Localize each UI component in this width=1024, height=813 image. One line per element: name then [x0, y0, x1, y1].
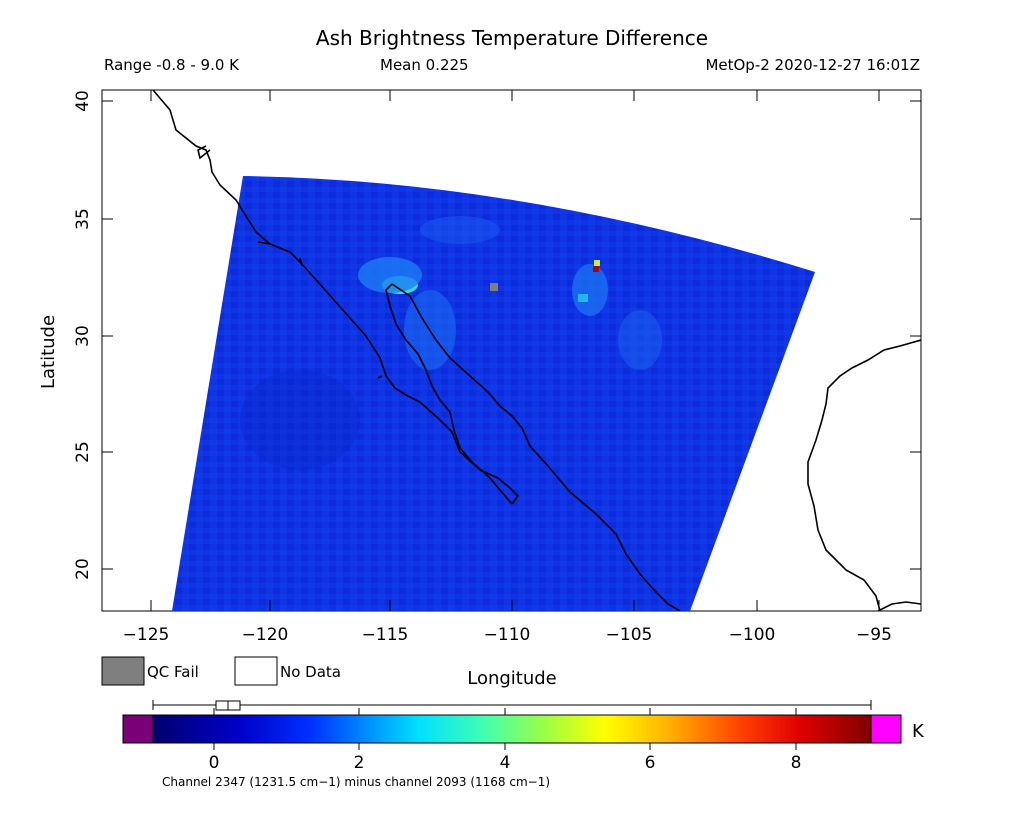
chart-title: Ash Brightness Temperature Difference — [315, 26, 709, 50]
no-data-swatch — [234, 656, 278, 686]
x-tick-label: −120 — [242, 625, 289, 645]
x-tick-label: −110 — [484, 625, 531, 645]
colorbar-tick-label: 8 — [791, 753, 802, 773]
qc-fail-label: QC Fail — [147, 663, 199, 681]
colorbar-unit: K — [912, 721, 925, 742]
y-ticks — [102, 100, 921, 570]
x-axis-label: Longitude — [467, 668, 557, 689]
satellite-time-text: MetOp-2 2020-12-27 16:01Z — [705, 56, 920, 74]
qc-fail-pixel — [490, 283, 498, 291]
colorbar-above-swatch — [870, 714, 902, 744]
x-tick-label: −95 — [856, 625, 892, 645]
swath-shade — [172, 176, 815, 611]
y-tick-label: 40 — [73, 90, 93, 112]
coastlines — [152, 90, 921, 611]
colorbar-tick-label: 0 — [209, 753, 220, 773]
distribution-boxplot — [152, 700, 872, 711]
mean-text: Mean 0.225 — [380, 56, 469, 74]
y-tick-label: 25 — [73, 441, 93, 463]
colorbar-tick-label: 6 — [645, 753, 656, 773]
colorbar-tick-label: 2 — [354, 753, 365, 773]
no-data-label: No Data — [280, 663, 341, 681]
qc-fail-swatch — [101, 656, 145, 686]
y-tick-label: 20 — [73, 558, 93, 580]
range-text: Range -0.8 - 9.0 K — [104, 56, 239, 74]
hotspot-pixel — [593, 266, 599, 272]
colorbar-caption: Channel 2347 (1231.5 cm−1) minus channel… — [162, 775, 550, 789]
ash-features — [240, 216, 662, 470]
colorbar-below-swatch — [122, 714, 154, 744]
y-tick-label: 30 — [73, 325, 93, 347]
y-axis-label: Latitude — [38, 315, 59, 389]
x-tick-label: −125 — [123, 625, 170, 645]
x-tick-label: −115 — [362, 625, 409, 645]
x-ticks — [150, 90, 880, 611]
colorbar-ticks — [213, 708, 797, 750]
colorbar — [152, 714, 872, 744]
y-tick-label: 35 — [73, 208, 93, 230]
x-tick-label: −100 — [729, 625, 776, 645]
x-tick-label: −105 — [606, 625, 653, 645]
satellite-swath — [172, 176, 815, 611]
colorbar-tick-label: 4 — [500, 753, 511, 773]
